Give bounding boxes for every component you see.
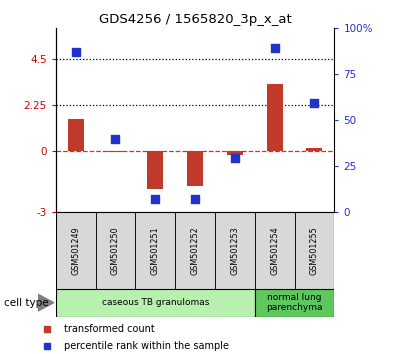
Text: GSM501254: GSM501254 — [270, 226, 279, 275]
Point — [311, 100, 318, 106]
Text: GSM501253: GSM501253 — [230, 226, 239, 275]
Polygon shape — [38, 294, 54, 311]
Bar — [255, 289, 334, 317]
Point — [232, 155, 238, 161]
Bar — [175, 212, 215, 289]
Text: GSM501252: GSM501252 — [191, 226, 199, 275]
Point — [112, 136, 119, 142]
Point — [192, 196, 198, 202]
Bar — [187, 151, 203, 186]
Bar — [56, 289, 255, 317]
Bar — [147, 151, 163, 189]
Point — [152, 196, 158, 202]
Text: cell type: cell type — [4, 298, 49, 308]
Bar — [215, 212, 255, 289]
Bar — [56, 212, 96, 289]
Point — [72, 49, 79, 55]
Text: caseous TB granulomas: caseous TB granulomas — [101, 298, 209, 307]
Text: GSM501250: GSM501250 — [111, 226, 120, 275]
Title: GDS4256 / 1565820_3p_x_at: GDS4256 / 1565820_3p_x_at — [99, 13, 291, 26]
Text: GSM501251: GSM501251 — [151, 226, 160, 275]
Text: percentile rank within the sample: percentile rank within the sample — [64, 341, 229, 351]
Bar — [107, 151, 123, 152]
Bar — [227, 151, 243, 155]
Bar — [306, 148, 322, 151]
Point — [271, 45, 278, 51]
Bar — [267, 84, 283, 151]
Bar — [96, 212, 135, 289]
Bar — [255, 212, 295, 289]
Text: GSM501255: GSM501255 — [310, 226, 319, 275]
Bar — [295, 212, 334, 289]
Text: normal lung
parenchyma: normal lung parenchyma — [266, 293, 323, 312]
Bar — [135, 212, 175, 289]
Text: GSM501249: GSM501249 — [71, 226, 80, 275]
Text: transformed count: transformed count — [64, 324, 155, 333]
Bar — [68, 119, 84, 151]
